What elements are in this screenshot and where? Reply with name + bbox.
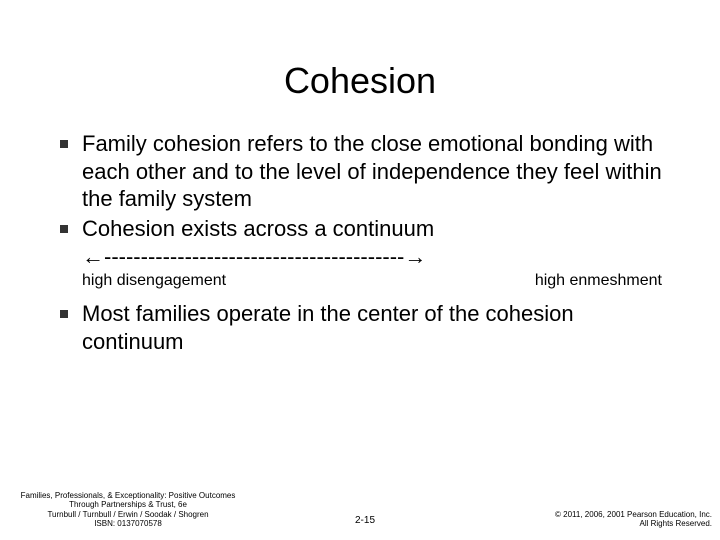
footer-left-line: Families, Professionals, & Exceptionalit… — [8, 491, 248, 500]
square-bullet-icon — [60, 225, 68, 233]
footer-right-line: All Rights Reserved. — [482, 519, 712, 528]
footer-center: 2-15 — [248, 510, 482, 528]
body-area: Family cohesion refers to the close emot… — [60, 130, 680, 357]
footer-left-line: Turnbull / Turnbull / Erwin / Soodak / S… — [8, 510, 248, 519]
bullet-item: Family cohesion refers to the close emot… — [60, 130, 680, 213]
footer-right: © 2011, 2006, 2001 Pearson Education, In… — [482, 510, 712, 528]
continuum-label-right: high enmeshment — [535, 272, 662, 290]
continuum-labels: high disengagement high enmeshment — [82, 272, 662, 290]
slide: Cohesion Family cohesion refers to the c… — [0, 0, 720, 540]
footer-left-line: ISBN: 0137070578 — [8, 519, 248, 528]
slide-title: Cohesion — [0, 60, 720, 102]
continuum-arrow-line: ←---------------------------------------… — [82, 244, 680, 270]
slide-number: 2-15 — [355, 515, 375, 526]
bullet-text: Most families operate in the center of t… — [82, 300, 680, 355]
footer-left: Families, Professionals, & Exceptionalit… — [8, 491, 248, 528]
square-bullet-icon — [60, 310, 68, 318]
arrow-right-icon: → — [404, 244, 426, 269]
continuum-dashes: ----------------------------------------… — [104, 244, 404, 269]
square-bullet-icon — [60, 140, 68, 148]
footer: Families, Professionals, & Exceptionalit… — [0, 491, 720, 528]
bullet-text: Family cohesion refers to the close emot… — [82, 130, 680, 213]
footer-left-line: Through Partnerships & Trust, 6e — [8, 500, 248, 509]
bullet-item: Most families operate in the center of t… — [60, 300, 680, 355]
title-text: Cohesion — [284, 60, 436, 101]
arrow-left-icon: ← — [82, 244, 104, 269]
footer-right-line: © 2011, 2006, 2001 Pearson Education, In… — [482, 510, 712, 519]
bullet-item: Cohesion exists across a continuum — [60, 215, 680, 243]
continuum-label-left: high disengagement — [82, 272, 226, 290]
bullet-text: Cohesion exists across a continuum — [82, 215, 680, 243]
